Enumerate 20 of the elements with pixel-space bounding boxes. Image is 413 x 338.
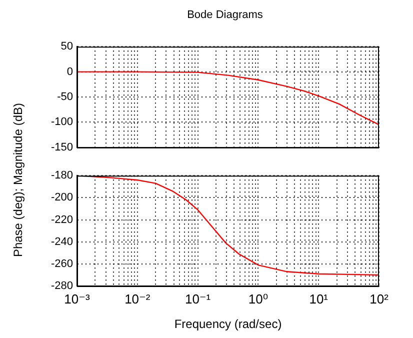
x-tick-label: 10⁻² bbox=[124, 291, 151, 306]
x-tick-label: 10² bbox=[370, 291, 390, 306]
y-tick-label: -240 bbox=[50, 236, 73, 248]
y-tick-label: -150 bbox=[50, 141, 73, 154]
y-tick-label: -220 bbox=[50, 214, 73, 226]
y-axis-title: Phase (deg); Magnitude (dB) bbox=[11, 102, 25, 258]
y-tick-label: -260 bbox=[50, 258, 73, 270]
y-tick-label: -180 bbox=[50, 170, 73, 182]
y-tick-label: 0 bbox=[66, 66, 73, 78]
x-axis-title: Frequency (rad/sec) bbox=[174, 317, 282, 332]
y-tick-label: 50 bbox=[60, 40, 73, 53]
chart-title: Bode Diagrams bbox=[186, 9, 264, 21]
x-tick-label: 10⁻¹ bbox=[184, 291, 212, 306]
y-tick-label: -200 bbox=[50, 192, 73, 204]
y-tick-label: -50 bbox=[57, 91, 73, 104]
x-tick-label: 10⁻³ bbox=[64, 291, 90, 306]
x-tick-label: 10¹ bbox=[309, 291, 329, 306]
y-tick-label: -280 bbox=[50, 280, 73, 292]
x-tick-label: 10⁰ bbox=[248, 291, 268, 306]
y-tick-label: -100 bbox=[50, 116, 73, 128]
